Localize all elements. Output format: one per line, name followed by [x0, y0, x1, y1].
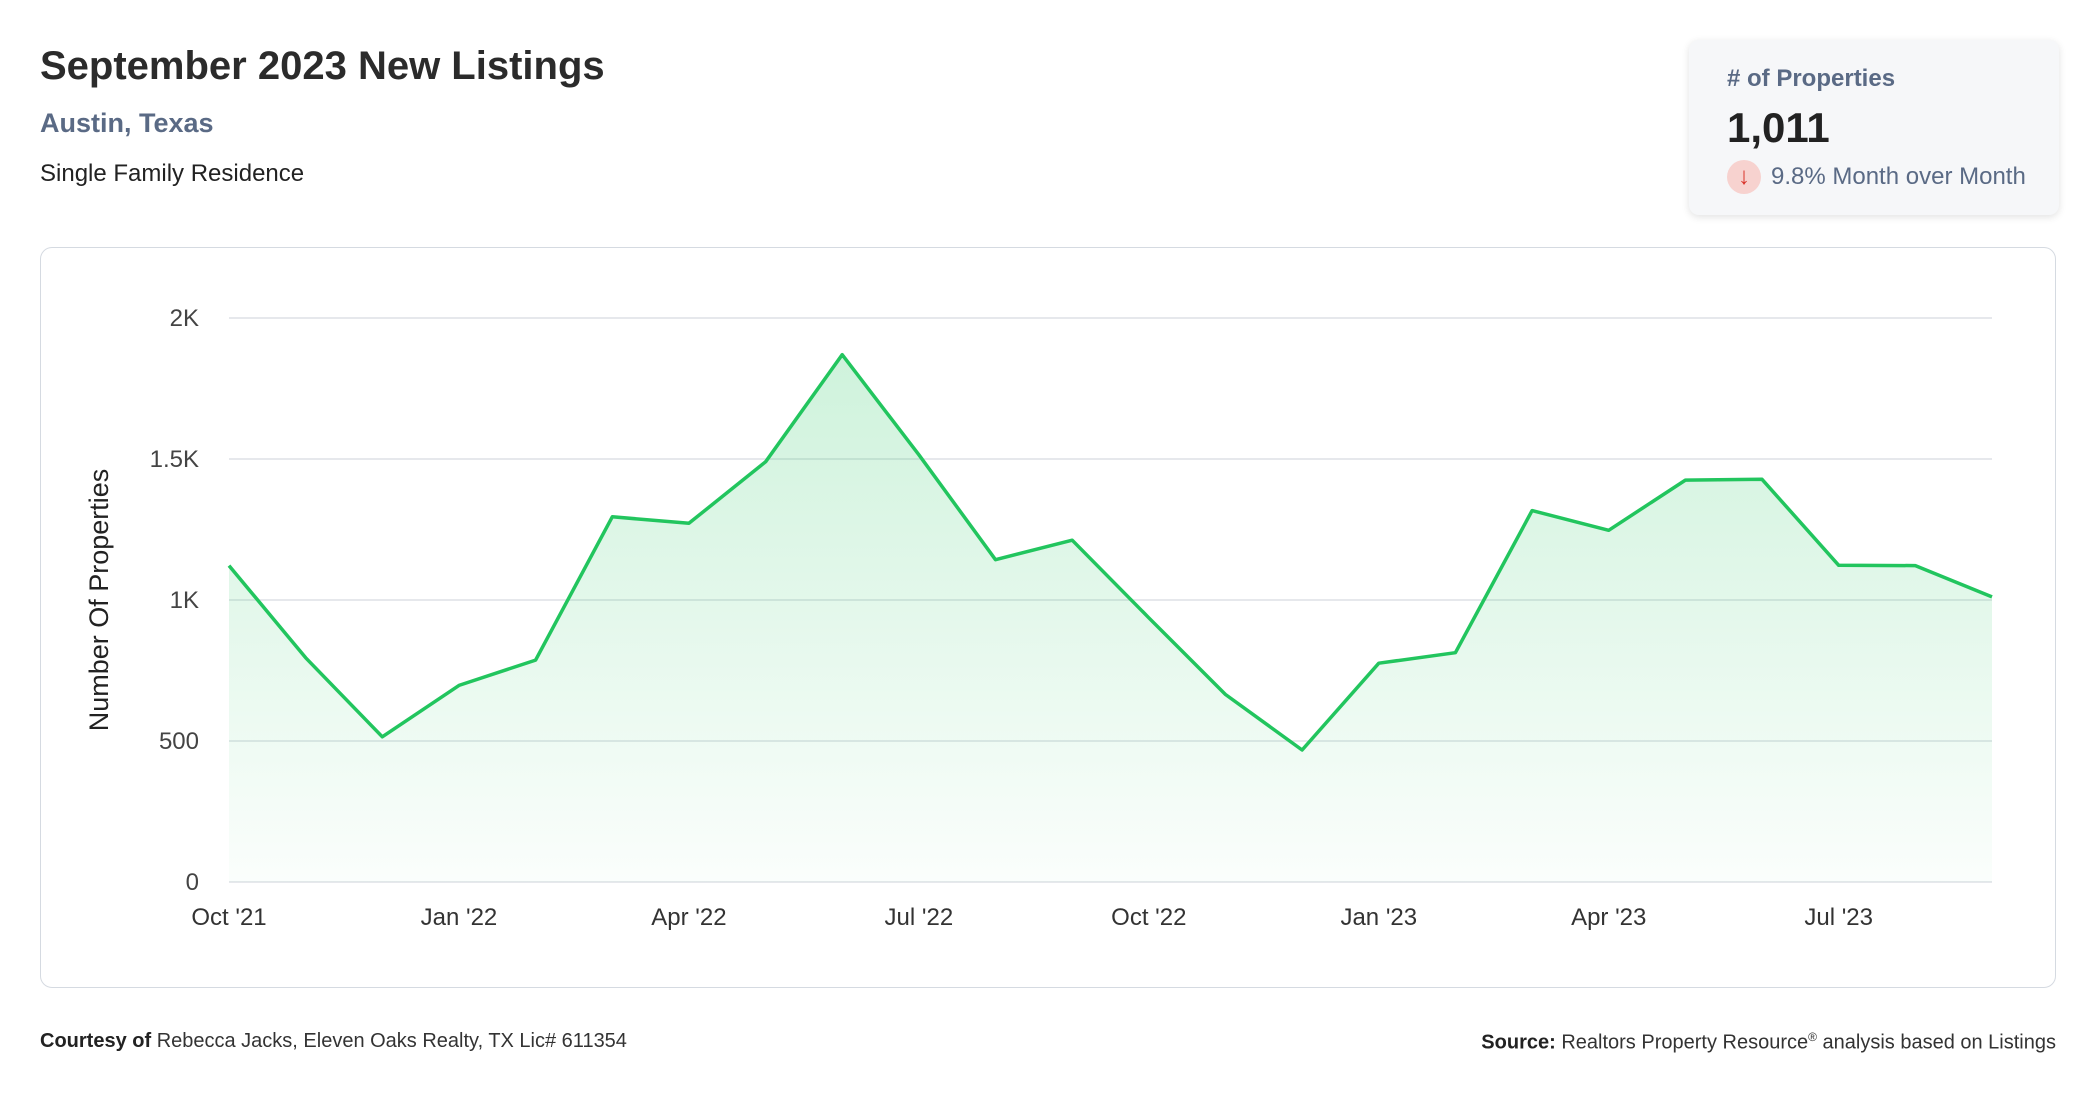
data-point	[304, 656, 308, 660]
data-point	[1223, 692, 1227, 696]
location-subtitle: Austin, Texas	[40, 108, 214, 138]
x-tick-label: Jul '22	[885, 904, 954, 931]
y-tick-label: 500	[159, 728, 199, 755]
data-point	[1300, 748, 1304, 752]
data-point	[1070, 538, 1074, 542]
data-point	[1683, 478, 1687, 482]
data-point	[840, 353, 844, 357]
y-tick-label: 2K	[170, 305, 199, 332]
x-tick-label: Jan '23	[1340, 904, 1417, 931]
arrow-down-icon: ↓	[1727, 160, 1761, 194]
source-footer: Source: Realtors Property Resource® anal…	[1481, 1030, 2056, 1055]
courtesy-label: Courtesy of	[40, 1030, 152, 1052]
registered-mark: ®	[1808, 1030, 1817, 1044]
y-axis-label: Number Of Properties	[84, 469, 114, 732]
data-point	[1837, 563, 1841, 567]
x-tick-label: Oct '22	[1111, 904, 1186, 931]
source-text-1: Realtors Property Resource	[1561, 1031, 1809, 1054]
kpi-label: # of Properties	[1727, 65, 1896, 92]
kpi-value: 1,011	[1727, 104, 1830, 151]
data-point	[457, 683, 461, 687]
x-tick-label: Apr '22	[651, 904, 726, 931]
data-point	[1607, 528, 1611, 532]
x-tick-label: Jan '22	[421, 904, 498, 931]
data-point	[534, 658, 538, 662]
y-tick-label: 1K	[170, 587, 199, 614]
series-line	[227, 352, 1993, 752]
data-point	[1453, 651, 1457, 655]
x-tick-label: Oct '21	[191, 904, 266, 931]
data-point	[1990, 595, 1994, 599]
y-tick-label: 1.5K	[150, 446, 199, 473]
courtesy-text: Rebecca Jacks, Eleven Oaks Realty, TX Li…	[156, 1030, 627, 1052]
source-label: Source:	[1481, 1031, 1556, 1054]
data-point	[1530, 509, 1534, 513]
data-point	[1913, 564, 1917, 568]
property-type-label: Single Family Residence	[40, 160, 305, 187]
courtesy-footer: Courtesy of Rebecca Jacks, Eleven Oaks R…	[40, 1030, 627, 1053]
kpi-change: ↓ 9.8% Month over Month	[1727, 160, 2026, 194]
data-point	[610, 515, 614, 519]
data-point	[687, 521, 691, 525]
data-point	[227, 564, 231, 568]
listings-chart: 0 500 1K 1.5K 2K Oct '21 Jan '22 Apr '22 Jul '22…	[84, 305, 1994, 931]
kpi-change-text: 9.8% Month over Month	[1771, 163, 2026, 190]
kpi-card: # of Properties 1,011 ↓ 9.8% Month over …	[1689, 40, 2059, 215]
data-point	[1147, 616, 1151, 620]
series-area	[229, 354, 1992, 882]
data-point	[764, 460, 768, 464]
data-point	[1377, 661, 1381, 665]
source-text-2: analysis based on Listings	[1816, 1031, 2057, 1054]
page-title: September 2023 New Listings	[40, 44, 605, 88]
x-tick-label: Apr '23	[1571, 904, 1646, 931]
data-point	[994, 558, 998, 562]
data-point	[917, 453, 921, 457]
data-point	[1760, 477, 1764, 481]
x-tick-label: Jul '23	[1804, 904, 1873, 931]
y-tick-label: 0	[186, 869, 199, 896]
data-point	[380, 735, 384, 739]
